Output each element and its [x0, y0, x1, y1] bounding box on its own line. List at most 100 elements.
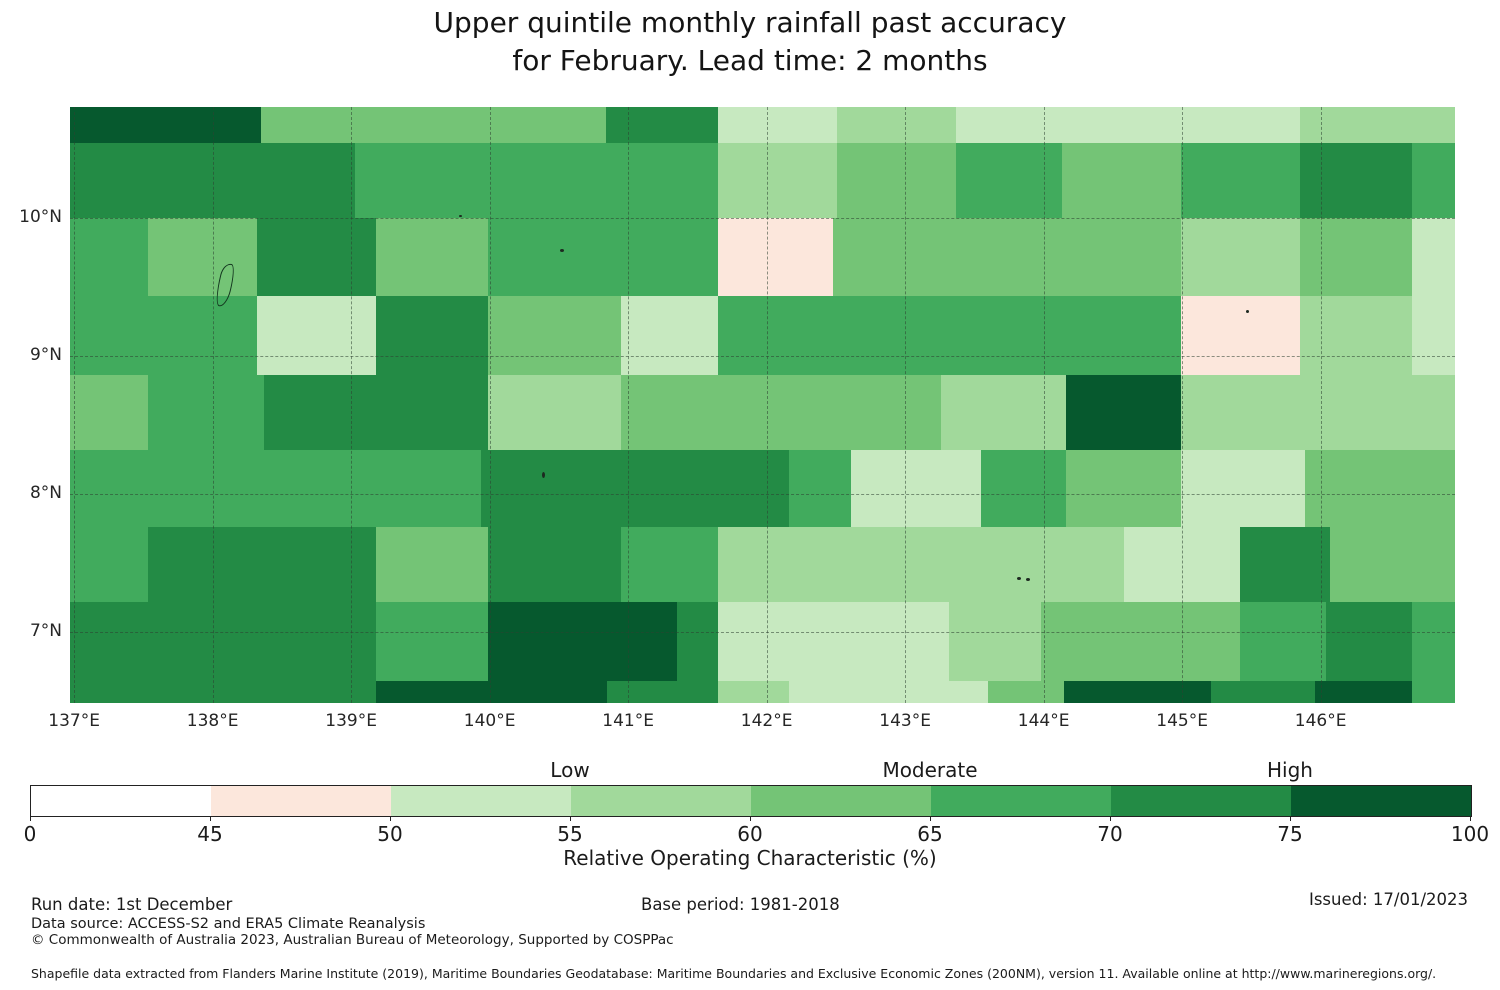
heatmap-cell: [70, 602, 377, 681]
heatmap-cell: [981, 449, 1066, 528]
colorbar-label-moderate: Moderate: [882, 758, 978, 782]
colorbar-tick-label: 70: [1097, 822, 1123, 846]
heatmap-cell: [956, 107, 1300, 143]
heatmap-cell: [1180, 375, 1455, 450]
gridline-longitude: [628, 107, 630, 703]
x-tick-label: 139°E: [325, 711, 377, 731]
gridline-longitude: [766, 107, 768, 703]
heatmap-cell: [1061, 142, 1181, 218]
colorbar-tick-mark: [1470, 817, 1471, 821]
data-source-text: Data source: ACCESS-S2 and ERA5 Climate …: [31, 916, 426, 932]
heatmap-cell: [147, 375, 264, 450]
heatmap-cell: [261, 107, 606, 143]
colorbar-bin: [931, 786, 1111, 816]
gridline-latitude: [70, 494, 1455, 496]
issued-text: Issued: 17/01/2023: [1308, 890, 1468, 909]
heatmap-cell: [1412, 296, 1455, 376]
heatmap-cell: [718, 217, 834, 297]
colorbar-tick-label: 100: [1450, 822, 1490, 846]
gridline-longitude: [74, 107, 76, 703]
heatmap-cell: [1412, 217, 1455, 297]
chart-title-line1: Upper quintile monthly rainfall past acc…: [433, 6, 1067, 39]
heatmap-cell: [956, 142, 1062, 218]
heatmap-cell: [833, 217, 1181, 297]
heatmap-cell: [70, 680, 377, 703]
heatmap-cell: [70, 296, 257, 376]
map-area: [70, 107, 1455, 703]
gridline-longitude: [212, 107, 214, 703]
x-tick-label: 146°E: [1294, 711, 1347, 731]
colorbar-tick-label: 0: [23, 822, 37, 846]
run-date-text: Run date: 1st December: [31, 895, 233, 914]
colorbar-tick-mark: [1290, 817, 1291, 821]
gridline-longitude: [351, 107, 353, 703]
gridline-latitude: [70, 355, 1455, 357]
heatmap-cell: [488, 217, 719, 297]
heatmap-cell: [1180, 296, 1300, 376]
colorbar-label-low: Low: [550, 758, 590, 782]
heatmap-cell: [621, 375, 942, 450]
heatmap-cell: [376, 680, 608, 703]
heatmap-cell: [949, 602, 1041, 681]
heatmap-cell: [788, 680, 989, 703]
y-tick-label: 10°N: [19, 206, 62, 227]
x-tick-label: 138°E: [186, 711, 239, 731]
heatmap-cell: [1064, 680, 1212, 703]
heatmap-cell: [837, 142, 957, 218]
colorbar-bin: [391, 786, 571, 816]
heatmap-cell: [941, 375, 1066, 450]
heatmap-cell: [676, 602, 719, 681]
heatmap-cell: [1180, 217, 1300, 297]
heatmap-cell: [488, 527, 622, 603]
colorbar: [30, 785, 1472, 817]
heatmap-cell: [1412, 142, 1455, 218]
heatmap-cell: [1299, 142, 1413, 218]
heatmap-cell: [605, 107, 719, 143]
colorbar-tick-mark: [210, 817, 211, 821]
heatmap-cell: [718, 527, 1124, 603]
colorbar-tick-label: 60: [737, 822, 763, 846]
heatmap-cell: [376, 217, 489, 297]
colorbar-bin: [31, 786, 211, 816]
heatmap-cell: [488, 296, 622, 376]
heatmap-cell: [256, 296, 377, 376]
heatmap-cell: [481, 449, 789, 528]
heatmap-cell: [1315, 680, 1413, 703]
chart-title: Upper quintile monthly rainfall past acc…: [0, 4, 1500, 80]
islet: [1245, 310, 1249, 314]
gridline-longitude: [1043, 107, 1045, 703]
colorbar-bin: [211, 786, 391, 816]
colorbar-tick-mark: [750, 817, 751, 821]
colorbar-bin: [1111, 786, 1291, 816]
gridline-latitude: [70, 632, 1455, 634]
gridline-longitude: [1320, 107, 1322, 703]
x-tick-label: 140°E: [463, 711, 516, 731]
heatmap-cell: [488, 375, 622, 450]
colorbar-tick-label: 75: [1277, 822, 1303, 846]
colorbar-bin: [1291, 786, 1471, 816]
heatmap-cell: [851, 449, 982, 528]
colorbar-tick-label: 55: [557, 822, 583, 846]
islet: [542, 471, 546, 478]
heatmap-cell: [488, 602, 677, 681]
islet: [1026, 578, 1031, 582]
heatmap-cell: [607, 680, 719, 703]
heatmap-cell: [1065, 449, 1181, 528]
y-tick-label: 7°N: [29, 621, 62, 642]
colorbar-tick-label: 45: [197, 822, 223, 846]
x-tick-label: 141°E: [602, 711, 654, 731]
heatmap-cell: [837, 107, 957, 143]
heatmap-cell: [70, 449, 482, 528]
heatmap-cell: [718, 602, 950, 681]
colorbar-tick-mark: [30, 817, 31, 821]
colorbar-tick-label: 50: [377, 822, 403, 846]
heatmap-cell: [147, 527, 377, 603]
heatmap-cell: [256, 217, 377, 297]
heatmap-cell: [718, 107, 838, 143]
colorbar-tick-mark: [930, 817, 931, 821]
heatmap-cell: [718, 680, 789, 703]
gridline-longitude: [489, 107, 491, 703]
colorbar-bin: [751, 786, 931, 816]
heatmap-cell: [1412, 602, 1455, 681]
